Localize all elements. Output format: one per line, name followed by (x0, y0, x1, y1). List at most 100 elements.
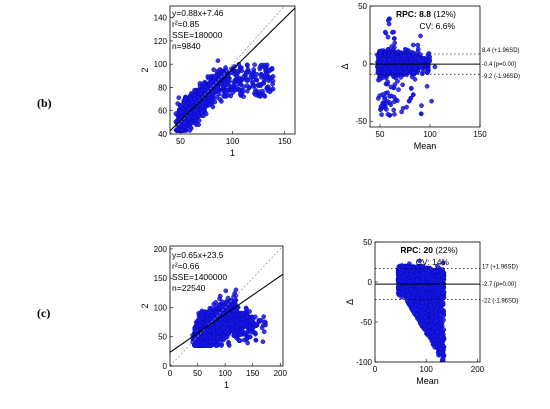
data-point (237, 75, 242, 81)
data-point (211, 67, 217, 73)
y-tick-label: 60 (158, 107, 167, 116)
data-point (269, 65, 275, 71)
data-point (391, 36, 397, 41)
plot-area (374, 16, 438, 118)
x-tick-label: 100 (226, 137, 240, 146)
x-tick-label: 150 (473, 130, 487, 139)
axes-frame (369, 5, 481, 128)
data-point (261, 80, 267, 86)
data-point (424, 70, 430, 75)
data-point (429, 98, 434, 104)
data-point (244, 62, 250, 68)
data-point (262, 64, 267, 70)
x-tick-label: 50 (176, 137, 185, 146)
data-point (410, 92, 416, 98)
data-point (375, 96, 381, 101)
data-point (398, 59, 403, 64)
data-point (205, 74, 211, 79)
data-point (424, 83, 430, 89)
stat-line: n=9840 (172, 41, 201, 51)
data-point (394, 65, 400, 70)
data-point (178, 128, 184, 133)
y-tick-label: 120 (154, 37, 168, 46)
stat-line: r²=0.85 (172, 19, 199, 29)
plot-area (170, 246, 283, 366)
data-point (193, 107, 199, 113)
data-point (395, 78, 400, 84)
stat-line: SSE=180000 (172, 30, 223, 40)
data-point (244, 78, 250, 84)
data-point (384, 107, 389, 112)
y-tick-label: -50 (355, 117, 367, 126)
data-point (417, 52, 423, 57)
data-point (187, 128, 193, 133)
data-point (262, 94, 268, 99)
data-point (261, 314, 267, 319)
data-point (408, 86, 414, 91)
y-tick-label: 100 (154, 60, 168, 69)
data-point (200, 100, 206, 106)
reference-line-label: -0.4 [p=0.00] (482, 62, 516, 68)
data-point (251, 67, 257, 72)
data-point (212, 99, 218, 105)
data-point (223, 288, 229, 294)
data-point (394, 98, 400, 104)
data-point (412, 76, 418, 82)
panel-label-b: (b) (37, 96, 52, 110)
data-point (241, 94, 246, 99)
data-point (236, 87, 242, 93)
data-point (244, 71, 249, 76)
data-point (182, 97, 187, 103)
data-point (387, 112, 393, 118)
data-point (258, 71, 264, 77)
data-point (238, 65, 244, 70)
data-point (199, 87, 205, 93)
stat-line: y=0.88x+7.46 (172, 8, 224, 18)
data-point (212, 78, 217, 83)
data-point (420, 69, 426, 75)
y-tick-label: 40 (158, 130, 167, 139)
data-point (223, 65, 228, 70)
rpc-label: RPC: 8.8 (12%) (396, 9, 456, 19)
cv-label: CV: 6.6% (419, 21, 455, 31)
data-point (199, 109, 205, 115)
data-point (382, 57, 388, 63)
data-point (233, 68, 239, 74)
data-point (406, 98, 412, 104)
data-point (225, 88, 231, 93)
data-point (402, 65, 407, 71)
data-point (380, 100, 386, 106)
data-point (244, 83, 250, 88)
data-point (179, 109, 184, 114)
data-point (391, 68, 396, 74)
data-point (391, 85, 397, 91)
data-point (378, 64, 384, 70)
data-point (219, 99, 224, 104)
y-tick-label: 80 (158, 83, 167, 92)
data-point (253, 77, 259, 83)
data-point (402, 46, 408, 52)
data-point (192, 96, 198, 102)
data-point (214, 95, 220, 100)
data-point (400, 82, 405, 88)
data-point (225, 92, 231, 98)
data-point (412, 66, 418, 71)
data-point (176, 95, 182, 101)
panel-label-c: (c) (37, 306, 51, 320)
data-point (260, 339, 266, 345)
data-point (181, 124, 187, 130)
data-point (392, 40, 398, 46)
data-point (418, 59, 423, 64)
x-tick-label: 100 (423, 130, 437, 139)
chart-c-correlation: 0 50 100 150 20005010015020012y=0.65x+23.5r²… (140, 245, 287, 390)
data-point (210, 104, 216, 110)
chart-b-bland-altman: 8.4 (+1.96SD)-0.4 [p=0.00]-9.2 (-1.96SD)… (340, 2, 520, 151)
data-point (236, 62, 242, 67)
data-point (234, 84, 239, 90)
data-point (413, 55, 419, 60)
y-tick-label: 140 (154, 14, 168, 23)
data-point (379, 112, 384, 117)
y-tick-label: 0 (363, 60, 368, 69)
data-point (192, 90, 198, 95)
data-point (417, 64, 423, 70)
